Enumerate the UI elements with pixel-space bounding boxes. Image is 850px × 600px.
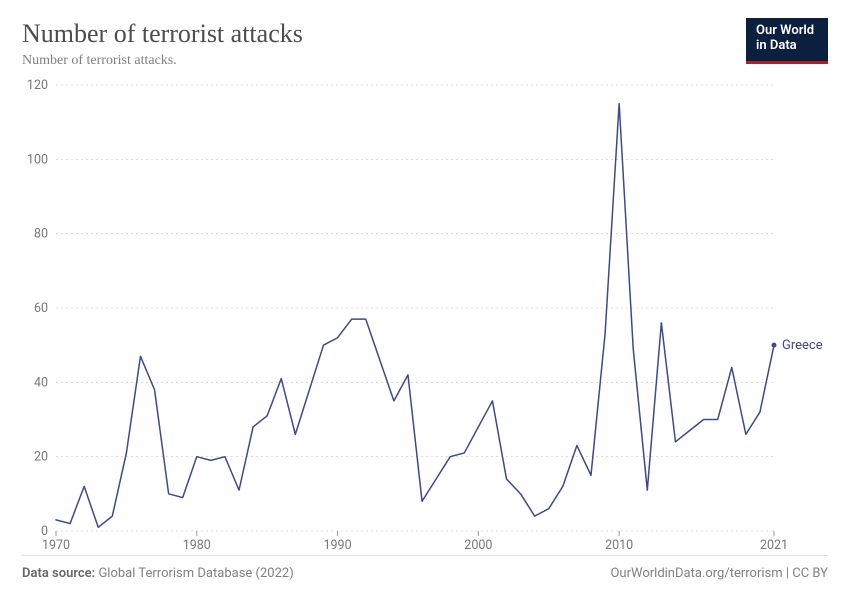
series-end-marker (772, 343, 777, 348)
data-source-value: Global Terrorism Database (2022) (98, 566, 293, 581)
x-tick-label: 1980 (183, 538, 211, 553)
y-tick-label: 0 (41, 524, 48, 539)
y-tick-label: 100 (27, 153, 48, 168)
series-label: Greece (782, 338, 823, 353)
x-tick-label: 2010 (605, 538, 633, 553)
y-tick-label: 20 (34, 450, 48, 465)
line-chart: 0 20 40 60 80 100 120 1970 1980 1990 2000 2010 2021 G… (22, 75, 828, 553)
chart-area: 0 20 40 60 80 100 120 1970 1980 1990 2000 2010 2021 G… (22, 75, 828, 553)
owid-logo-badge[interactable]: Our World in Data (746, 18, 828, 64)
x-tick-label: 1970 (42, 538, 70, 553)
y-tick-label: 80 (34, 227, 48, 242)
data-source-label: Data source: (22, 566, 95, 581)
y-tick-label: 120 (27, 78, 48, 93)
x-tick-label: 2021 (760, 538, 788, 553)
header-text-block: Number of terrorist attacks Number of te… (22, 18, 303, 69)
series-line (56, 104, 774, 528)
chart-title: Number of terrorist attacks (22, 18, 303, 49)
license: CC BY (792, 566, 828, 581)
x-tick-label: 2000 (464, 538, 492, 553)
x-tick-label: 1990 (324, 538, 352, 553)
data-source: Data source: Global Terrorism Database (… (22, 566, 294, 581)
y-tick-label: 40 (34, 376, 48, 391)
owid-logo-line2: in Data (756, 39, 818, 54)
attribution: OurWorldinData.org/terrorism | CC BY (610, 566, 828, 581)
header: Number of terrorist attacks Number of te… (22, 18, 828, 69)
page-root: Number of terrorist attacks Number of te… (0, 0, 850, 600)
attribution-link[interactable]: OurWorldinData.org/terrorism (610, 566, 782, 581)
owid-logo-line1: Our World (756, 24, 818, 39)
chart-subtitle: Number of terrorist attacks. (22, 53, 303, 69)
y-tick-label: 60 (34, 301, 48, 316)
footer: Data source: Global Terrorism Database (… (22, 555, 828, 581)
